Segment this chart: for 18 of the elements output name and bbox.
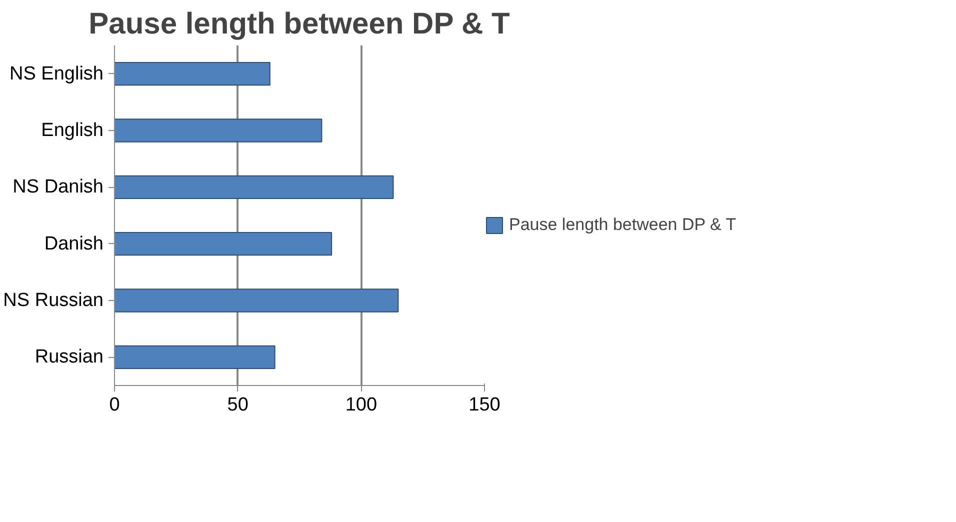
x-tick-label: 50	[227, 394, 248, 416]
x-tick-label: 0	[109, 394, 120, 416]
x-tick-label: 150	[468, 394, 500, 416]
y-tick-label: NS English	[10, 63, 104, 84]
y-tick-label: Danish	[44, 233, 104, 254]
bar	[114, 118, 322, 142]
y-tick-label: NS Russian	[3, 290, 104, 311]
y-tick-label: English	[41, 120, 104, 141]
x-tick-label: 100	[345, 394, 378, 416]
bar	[114, 288, 399, 312]
bar	[114, 345, 276, 369]
legend-label: Pause length between DP & T	[509, 215, 736, 235]
bar	[114, 175, 394, 199]
bar	[114, 62, 270, 86]
y-tick-label: NS Danish	[12, 176, 104, 198]
y-tick-label: Russian	[34, 346, 104, 368]
chart-title: Pause length between DP & T	[88, 8, 510, 40]
bar	[114, 232, 332, 256]
